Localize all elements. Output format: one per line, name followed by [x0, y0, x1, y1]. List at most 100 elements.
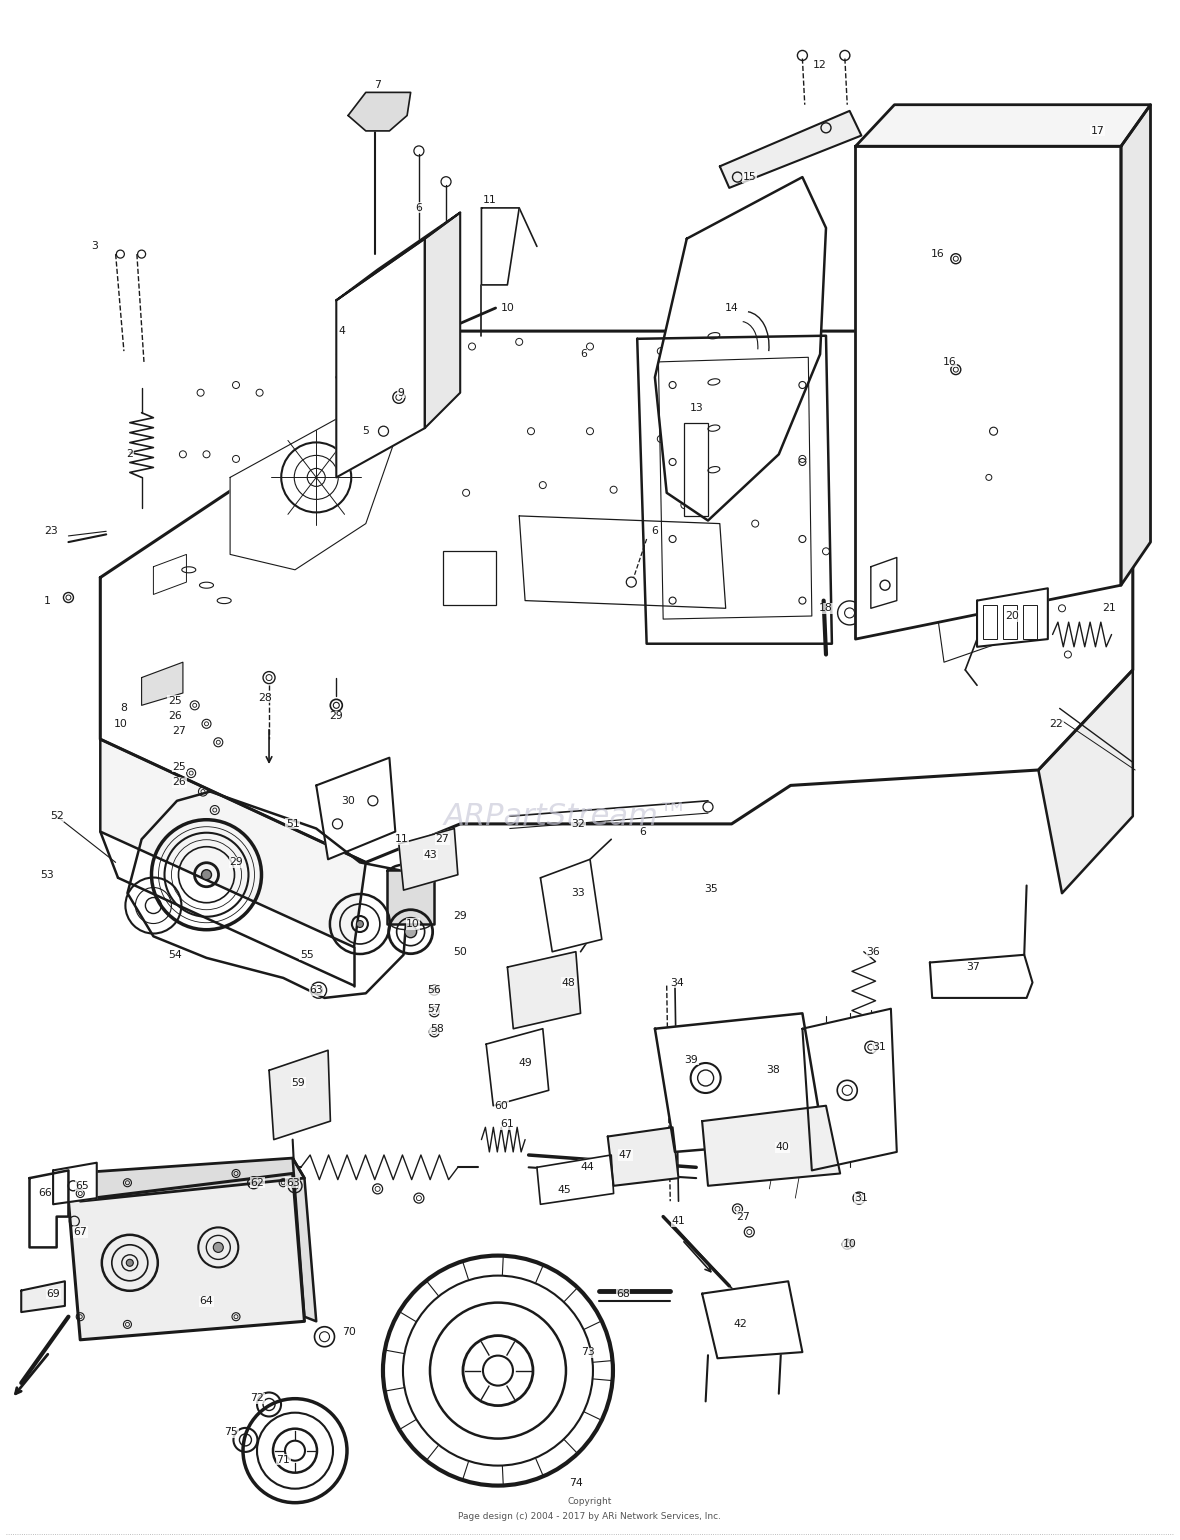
Text: 10: 10: [406, 919, 420, 929]
Text: 61: 61: [500, 1120, 514, 1129]
Text: 66: 66: [38, 1189, 52, 1198]
Polygon shape: [68, 1173, 304, 1340]
Text: 69: 69: [46, 1289, 60, 1298]
Polygon shape: [702, 1281, 802, 1358]
Polygon shape: [336, 239, 425, 477]
Text: 7: 7: [374, 80, 381, 89]
Text: 62: 62: [250, 1178, 264, 1187]
Text: 16: 16: [931, 249, 945, 259]
Text: 43: 43: [424, 850, 438, 859]
Polygon shape: [856, 146, 1121, 639]
Bar: [442, 551, 496, 605]
Circle shape: [405, 926, 417, 938]
Polygon shape: [481, 208, 519, 285]
Text: 4: 4: [339, 326, 346, 336]
Polygon shape: [100, 331, 1133, 862]
Text: 6: 6: [415, 203, 422, 213]
Text: 67: 67: [73, 1227, 87, 1237]
Polygon shape: [977, 588, 1048, 647]
Polygon shape: [932, 547, 1032, 662]
Polygon shape: [655, 1013, 824, 1152]
Text: ARPartStream™: ARPartStream™: [444, 802, 689, 830]
Polygon shape: [802, 1009, 897, 1170]
Bar: [1003, 605, 1017, 639]
Text: 33: 33: [571, 889, 585, 898]
Text: 10: 10: [500, 303, 514, 313]
Text: 47: 47: [618, 1150, 632, 1160]
Text: 39: 39: [684, 1055, 699, 1064]
Polygon shape: [871, 557, 897, 608]
Text: 50: 50: [453, 947, 467, 956]
Polygon shape: [1121, 105, 1150, 585]
Text: 3: 3: [91, 242, 98, 251]
Text: 8: 8: [120, 704, 127, 713]
Text: 48: 48: [562, 978, 576, 987]
Text: 10: 10: [843, 1240, 857, 1249]
Text: Page design (c) 2004 - 2017 by ARi Network Services, Inc.: Page design (c) 2004 - 2017 by ARi Netwo…: [459, 1512, 721, 1522]
Text: 51: 51: [286, 819, 300, 829]
Polygon shape: [100, 739, 366, 947]
Text: 11: 11: [483, 196, 497, 205]
Text: 58: 58: [430, 1024, 444, 1033]
Text: 15: 15: [742, 172, 756, 182]
Text: 60: 60: [494, 1101, 509, 1110]
Polygon shape: [486, 1029, 549, 1106]
Circle shape: [214, 1243, 223, 1252]
Text: 5: 5: [362, 427, 369, 436]
Text: 71: 71: [276, 1455, 290, 1465]
Text: 29: 29: [329, 711, 343, 721]
Text: 36: 36: [866, 947, 880, 956]
Text: 18: 18: [819, 604, 833, 613]
Text: 27: 27: [736, 1212, 750, 1221]
Polygon shape: [537, 1155, 614, 1204]
Text: 25: 25: [172, 762, 186, 772]
Circle shape: [126, 1260, 133, 1266]
Polygon shape: [608, 1127, 678, 1186]
Text: 44: 44: [581, 1163, 595, 1172]
Polygon shape: [68, 1158, 304, 1201]
Text: 10: 10: [113, 719, 127, 728]
Polygon shape: [519, 516, 726, 608]
Polygon shape: [507, 952, 581, 1029]
Polygon shape: [702, 1106, 840, 1186]
Text: Copyright: Copyright: [568, 1497, 612, 1506]
Text: 37: 37: [966, 962, 981, 972]
Text: 59: 59: [291, 1078, 306, 1087]
Text: 13: 13: [689, 403, 703, 413]
Polygon shape: [293, 1158, 316, 1321]
Text: 75: 75: [224, 1428, 238, 1437]
Text: 27: 27: [172, 727, 186, 736]
Text: 22: 22: [1049, 719, 1063, 728]
Polygon shape: [930, 955, 1032, 998]
Text: 16: 16: [943, 357, 957, 367]
Text: 42: 42: [733, 1320, 747, 1329]
Text: 25: 25: [168, 696, 182, 705]
Text: 73: 73: [581, 1348, 595, 1357]
Text: 31: 31: [854, 1194, 868, 1203]
Bar: [983, 605, 997, 639]
Text: 28: 28: [258, 693, 273, 702]
Text: 26: 26: [168, 711, 182, 721]
Polygon shape: [230, 416, 395, 570]
Text: 68: 68: [616, 1289, 630, 1298]
Text: 40: 40: [775, 1143, 789, 1152]
Polygon shape: [142, 662, 183, 705]
Polygon shape: [425, 213, 460, 428]
Polygon shape: [399, 829, 458, 890]
Text: 35: 35: [704, 884, 719, 893]
Polygon shape: [336, 213, 460, 300]
Polygon shape: [1038, 670, 1133, 893]
Text: 45: 45: [557, 1186, 571, 1195]
Text: 49: 49: [518, 1058, 532, 1067]
Text: 41: 41: [671, 1217, 686, 1226]
Text: 29: 29: [453, 912, 467, 921]
Polygon shape: [540, 859, 602, 952]
Text: 74: 74: [569, 1478, 583, 1488]
Text: 31: 31: [872, 1043, 886, 1052]
Text: 6: 6: [640, 827, 647, 836]
Polygon shape: [387, 870, 434, 924]
Text: 72: 72: [250, 1394, 264, 1403]
Polygon shape: [21, 1281, 65, 1312]
Text: 20: 20: [1005, 611, 1020, 621]
Circle shape: [356, 921, 363, 927]
